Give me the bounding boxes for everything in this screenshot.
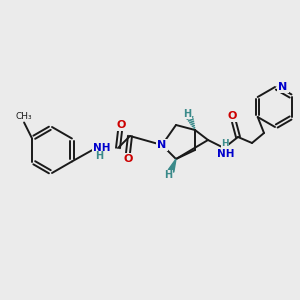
Text: N: N bbox=[158, 140, 166, 150]
Text: H: H bbox=[164, 170, 172, 180]
Text: H: H bbox=[221, 140, 229, 148]
Text: O: O bbox=[116, 120, 126, 130]
Text: NH: NH bbox=[217, 149, 235, 159]
Text: NH: NH bbox=[93, 143, 111, 153]
Polygon shape bbox=[168, 159, 176, 172]
Text: CH₃: CH₃ bbox=[16, 112, 32, 121]
Text: H: H bbox=[183, 109, 191, 119]
Text: N: N bbox=[278, 82, 288, 92]
Text: H: H bbox=[95, 151, 103, 161]
Text: O: O bbox=[123, 154, 133, 164]
Text: O: O bbox=[227, 111, 237, 121]
